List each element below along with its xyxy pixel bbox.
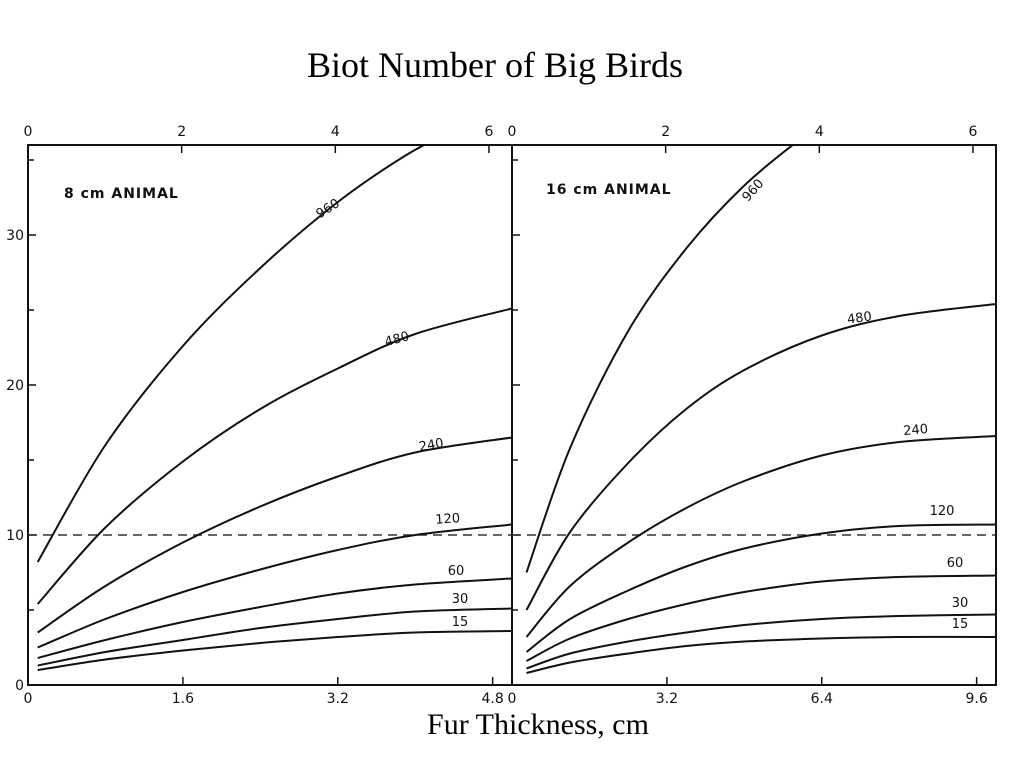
series-line-30 [526, 613, 996, 670]
series-line-30 [37, 607, 512, 667]
y-tick-label: 10 [6, 528, 24, 544]
panel-16cm-animal: 0 3.2 6.4 9.6 0 2 4 6 16 cm ANIMAL 960 480 240 120 60… [508, 124, 997, 707]
panel-label: 16 cm ANIMAL [546, 182, 672, 198]
x-bottom-tick-label: 3.2 [327, 691, 349, 707]
series-line-480 [36, 307, 512, 605]
series-line-15 [37, 630, 512, 671]
x-axis-caption: Fur Thickness, cm [427, 708, 649, 741]
x-top-tick-label: 0 [508, 124, 517, 140]
x-top-tick-label: 2 [661, 124, 670, 140]
series-line-240 [525, 435, 996, 638]
series-label-15: 15 [452, 615, 469, 630]
x-top-tick-label: 0 [24, 124, 33, 140]
series-label-60: 60 [947, 556, 964, 571]
y-tick-label: 20 [6, 378, 24, 394]
series-label-960: 960 [740, 176, 768, 204]
series-label-120: 120 [930, 504, 955, 519]
series-line-60 [37, 577, 512, 659]
series-label-240: 240 [903, 422, 929, 439]
x-bottom-tick-label: 6.4 [811, 691, 833, 707]
x-bottom-tick-label: 0 [508, 691, 517, 707]
series-line-960 [36, 145, 427, 563]
series-label-480: 480 [846, 309, 873, 327]
series-label-120: 120 [435, 511, 461, 528]
x-bottom-tick-label: 3.2 [656, 691, 678, 707]
series-label-15: 15 [952, 617, 969, 632]
x-top-tick-label: 4 [815, 124, 824, 140]
x-bottom-tick-label: 0 [24, 691, 33, 707]
series-line-60 [526, 574, 996, 662]
x-top-tick-label: 6 [968, 124, 977, 140]
x-bottom-tick-label: 1.6 [172, 691, 194, 707]
y-tick-label: 0 [15, 678, 24, 694]
series-label-30: 30 [452, 592, 469, 607]
series-label-30: 30 [952, 596, 969, 611]
y-tick-label: 30 [6, 228, 24, 244]
x-bottom-tick-label: 9.6 [966, 691, 988, 707]
series-line-960 [525, 145, 795, 573]
series-line-480 [525, 303, 996, 611]
x-bottom-tick-label: 4.8 [482, 691, 504, 707]
series-line-120 [525, 523, 996, 653]
series-line-15 [526, 635, 996, 674]
series-label-480: 480 [383, 329, 411, 350]
x-top-tick-label: 6 [484, 124, 493, 140]
series-line-120 [37, 523, 512, 649]
plot-frame [27, 144, 513, 686]
panel-label: 8 cm ANIMAL [64, 186, 179, 202]
series-label-240: 240 [418, 436, 445, 455]
x-top-tick-label: 4 [331, 124, 340, 140]
series-label-60: 60 [448, 564, 465, 579]
slide-title: Biot Number of Big Birds [307, 45, 683, 85]
series-line-240 [37, 436, 512, 634]
x-top-tick-label: 2 [177, 124, 186, 140]
plot-frame [511, 144, 997, 686]
